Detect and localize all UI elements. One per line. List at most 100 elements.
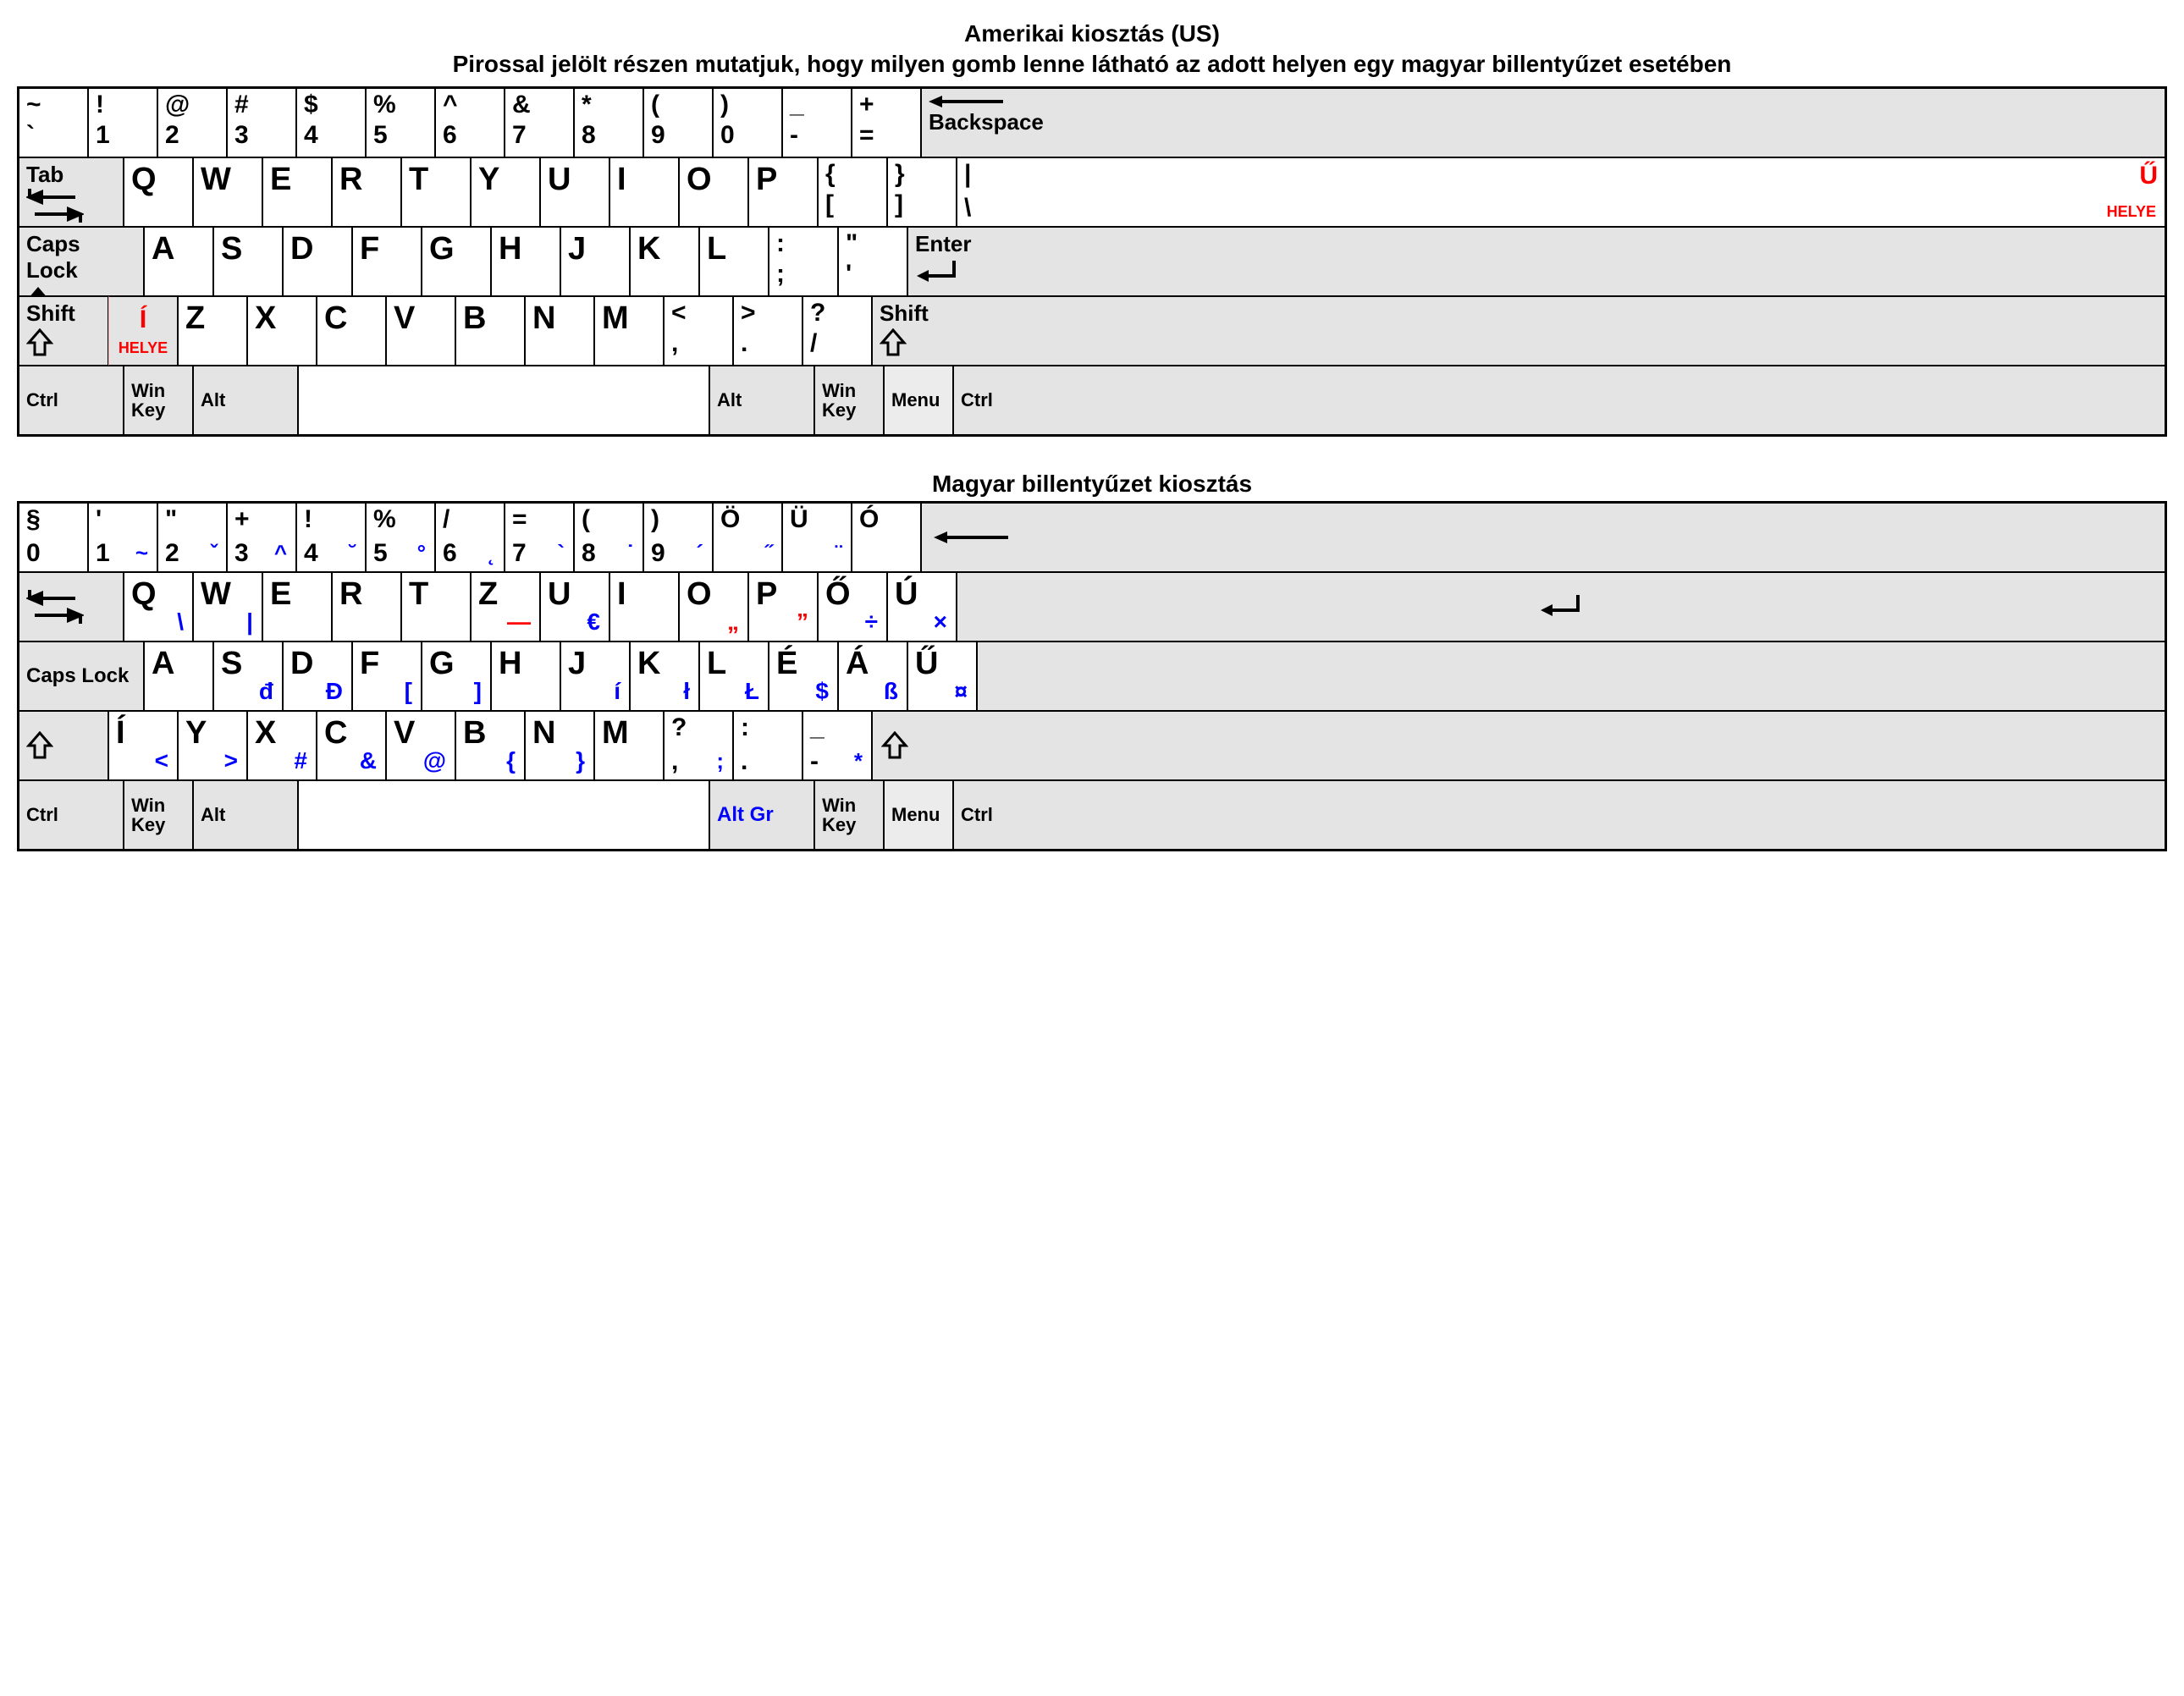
left-ctrl-key[interactable]: Ctrl: [19, 366, 124, 435]
hu-backspace-key[interactable]: [921, 503, 2165, 572]
right-shift-key[interactable]: Shift: [872, 296, 2165, 366]
hu-menu-key[interactable]: Menu: [884, 780, 953, 850]
us-r1-key-3[interactable]: #3: [227, 88, 296, 157]
hu-r3-key-9[interactable]: É$: [769, 642, 838, 711]
us-r4-key-5[interactable]: N: [525, 296, 594, 366]
us-r2-key-10[interactable]: {[: [818, 157, 887, 227]
us-r4-key-3[interactable]: V: [386, 296, 455, 366]
us-r3-key-8[interactable]: L: [699, 227, 769, 296]
hu-r4-key-0[interactable]: Í<: [108, 711, 178, 780]
hu-tab-key[interactable]: [19, 572, 124, 642]
us-r3-key-9[interactable]: :;: [769, 227, 838, 296]
hu-r3-key-8[interactable]: LŁ: [699, 642, 769, 711]
us-r3-key-10[interactable]: "': [838, 227, 907, 296]
us-r2-key-8[interactable]: O: [679, 157, 748, 227]
hu-r1-key-9[interactable]: )9´: [643, 503, 713, 572]
hu-r2-key-6[interactable]: U€: [540, 572, 609, 642]
us-r2-key-11[interactable]: }]: [887, 157, 957, 227]
us-r3-key-7[interactable]: K: [630, 227, 699, 296]
hu-r1-key-7[interactable]: =7`: [505, 503, 574, 572]
us-r2-key-3[interactable]: R: [332, 157, 401, 227]
hu-r2-key-4[interactable]: T: [401, 572, 471, 642]
us-r1-key-7[interactable]: &7: [505, 88, 574, 157]
us-r1-key-2[interactable]: @2: [157, 88, 227, 157]
hu-r4-key-2[interactable]: X#: [247, 711, 317, 780]
hu-altgr-key[interactable]: Alt Gr: [709, 780, 814, 850]
enter-key[interactable]: Enter: [907, 227, 2165, 296]
us-r3-key-6[interactable]: J: [560, 227, 630, 296]
hu-left-win-key[interactable]: WinKey: [124, 780, 193, 850]
right-alt-key[interactable]: Alt: [709, 366, 814, 435]
hu-r3-key-7[interactable]: Kł: [630, 642, 699, 711]
hu-r3-key-4[interactable]: G]: [422, 642, 491, 711]
hu-r1-key-2[interactable]: "2ˇ: [157, 503, 227, 572]
us-r3-key-4[interactable]: G: [422, 227, 491, 296]
left-shift-key[interactable]: Shift: [19, 296, 108, 366]
us-r1-key-11[interactable]: _-: [782, 88, 852, 157]
hu-r1-key-5[interactable]: %5°: [366, 503, 435, 572]
hu-r4-key-1[interactable]: Y>: [178, 711, 247, 780]
us-r1-key-12[interactable]: +=: [852, 88, 921, 157]
hu-r2-key-5[interactable]: Z—: [471, 572, 540, 642]
us-r1-key-10[interactable]: )0: [713, 88, 782, 157]
us-r2-key-4[interactable]: T: [401, 157, 471, 227]
iso-key[interactable]: ÍHELYE: [108, 296, 178, 366]
hu-r1-key-3[interactable]: +3^: [227, 503, 296, 572]
hu-r2-key-2[interactable]: E: [262, 572, 332, 642]
us-r1-key-4[interactable]: $4: [296, 88, 366, 157]
hu-r2-key-10[interactable]: Ő÷: [818, 572, 887, 642]
space-key[interactable]: [298, 366, 709, 435]
hu-r1-key-12[interactable]: Ó: [852, 503, 921, 572]
us-r2-key-5[interactable]: Y: [471, 157, 540, 227]
hu-capslock-key[interactable]: Caps Lock: [19, 642, 144, 711]
us-r1-key-5[interactable]: %5: [366, 88, 435, 157]
hu-right-shift-key[interactable]: [872, 711, 2165, 780]
hu-r4-key-9[interactable]: :.: [733, 711, 802, 780]
us-r4-key-2[interactable]: C: [317, 296, 386, 366]
us-r1-key-0[interactable]: ~`: [19, 88, 88, 157]
hu-r1-key-4[interactable]: !4˘: [296, 503, 366, 572]
us-r4-key-9[interactable]: ?/: [802, 296, 872, 366]
hu-r3-key-2[interactable]: DĐ: [283, 642, 352, 711]
hu-r3-key-5[interactable]: H: [491, 642, 560, 711]
hu-r2-key-11[interactable]: Ú×: [887, 572, 957, 642]
hu-r3-key-6[interactable]: Jí: [560, 642, 630, 711]
us-r3-key-0[interactable]: A: [144, 227, 213, 296]
hu-r2-key-7[interactable]: I: [609, 572, 679, 642]
us-r3-key-5[interactable]: H: [491, 227, 560, 296]
hu-r1-key-1[interactable]: '1~: [88, 503, 157, 572]
hu-left-ctrl-key[interactable]: Ctrl: [19, 780, 124, 850]
left-alt-key[interactable]: Alt: [193, 366, 298, 435]
hu-enter-lower[interactable]: [977, 642, 2165, 711]
hu-r1-key-0[interactable]: §0: [19, 503, 88, 572]
hu-r3-key-11[interactable]: Ű¤: [907, 642, 977, 711]
us-r3-key-1[interactable]: S: [213, 227, 283, 296]
capslock-key[interactable]: Caps LockA: [19, 227, 144, 296]
hu-r4-key-3[interactable]: C&: [317, 711, 386, 780]
us-r3-key-2[interactable]: D: [283, 227, 352, 296]
backslash-key[interactable]: |\ŰHELYE: [957, 157, 2165, 227]
us-r4-key-6[interactable]: M: [594, 296, 664, 366]
hu-r3-key-0[interactable]: A: [144, 642, 213, 711]
hu-r1-key-8[interactable]: (8˙: [574, 503, 643, 572]
backspace-key[interactable]: Backspace: [921, 88, 2165, 157]
hu-r1-key-11[interactable]: Ü¨: [782, 503, 852, 572]
us-r1-key-9[interactable]: (9: [643, 88, 713, 157]
hu-enter-key[interactable]: [957, 572, 2165, 642]
us-r4-key-1[interactable]: X: [247, 296, 317, 366]
us-r2-key-1[interactable]: W: [193, 157, 262, 227]
hu-r3-key-1[interactable]: Sđ: [213, 642, 283, 711]
us-r1-key-8[interactable]: *8: [574, 88, 643, 157]
hu-r4-key-10[interactable]: _-*: [802, 711, 872, 780]
hu-r4-key-8[interactable]: ?,;: [664, 711, 733, 780]
hu-right-ctrl-key[interactable]: Ctrl: [953, 780, 2165, 850]
us-r2-key-7[interactable]: I: [609, 157, 679, 227]
left-win-key[interactable]: WinKey: [124, 366, 193, 435]
hu-space-key[interactable]: [298, 780, 709, 850]
us-r1-key-6[interactable]: ^6: [435, 88, 505, 157]
us-r2-key-6[interactable]: U: [540, 157, 609, 227]
us-r2-key-2[interactable]: E: [262, 157, 332, 227]
us-r1-key-1[interactable]: !1: [88, 88, 157, 157]
hu-r2-key-9[interactable]: P”: [748, 572, 818, 642]
hu-r4-key-7[interactable]: M: [594, 711, 664, 780]
